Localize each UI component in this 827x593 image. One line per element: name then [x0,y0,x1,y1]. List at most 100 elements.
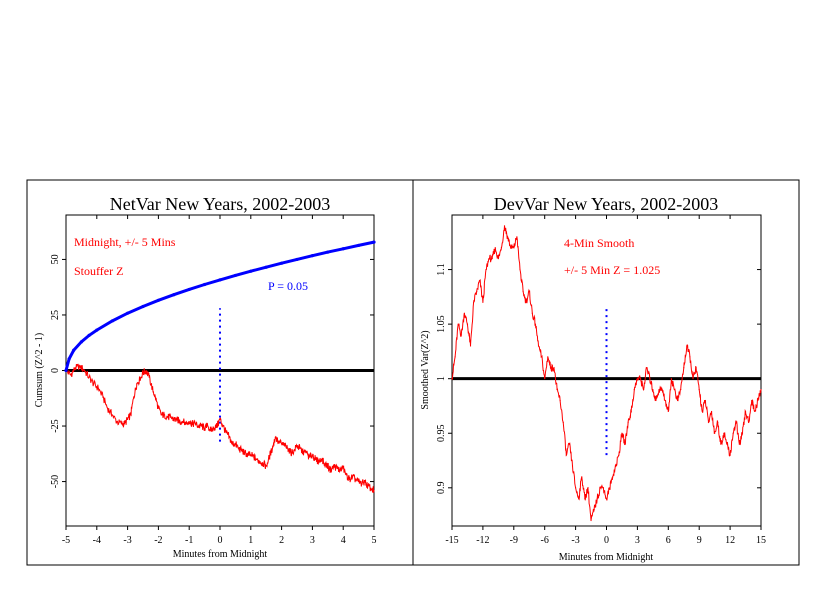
devvar-data-point [726,444,727,445]
netvar-data-point [161,414,162,415]
devvar-data-point [600,487,601,488]
netvar-y-tick-label: -50 [50,475,61,488]
netvar-data-point [259,461,260,462]
netvar-data-point [250,454,251,455]
netvar-data-point [207,425,208,426]
devvar-data-point [578,498,579,499]
devvar-data-point [652,389,653,390]
netvar-data-point [346,474,347,475]
devvar-data-point [507,236,508,237]
devvar-data-point [702,411,703,412]
devvar-data-point [529,291,530,292]
devvar-data-point [470,345,471,346]
netvar-data-point [204,428,205,429]
netvar-envelope-point [95,328,98,331]
devvar-x-tick-label: 9 [697,535,702,546]
devvar-data-point [547,356,548,357]
devvar-data-point [553,367,554,368]
netvar-data-point [182,421,183,422]
devvar-data-point [513,247,514,248]
devvar-data-point [621,433,622,434]
netvar-data-point [315,459,316,460]
devvar-x-tick-label: 15 [756,535,766,546]
netvar-envelope-point [311,254,314,257]
netvar-x-tick-label: -1 [185,535,193,546]
netvar-data-point [358,481,359,482]
devvar-data-point [454,356,455,357]
netvar-data-point [89,377,90,378]
netvar-data-point [281,443,282,444]
netvar-data-point [186,423,187,424]
netvar-data-point [222,425,223,426]
devvar-data-point [476,291,477,292]
netvar-data-point [235,443,236,444]
netvar-data-point [269,457,270,458]
netvar-data-point [370,488,371,489]
devvar-data-point [584,498,585,499]
devvar-data-point [696,367,697,368]
netvar-data-point [139,379,140,380]
netvar-data-point [210,430,211,431]
netvar-y-axis-label: Cumsum (Z^2 - 1) [34,333,45,407]
netvar-envelope-point [280,262,283,265]
devvar-data-point [624,444,625,445]
netvar-data-point [238,448,239,449]
devvar-data-point [643,389,644,390]
netvar-data-point [176,419,177,420]
netvar-data-point [349,479,350,480]
devvar-data-point [615,465,616,466]
netvar-envelope-point [203,283,206,286]
devvar-data-point [754,411,755,412]
devvar-data-point [711,411,712,412]
netvar-y-tick-label: 25 [50,310,61,320]
devvar-data-point [689,356,690,357]
netvar-data-point [219,419,220,420]
netvar-annotation-window: Midnight, +/- 5 Mins [74,235,176,249]
devvar-data-point [699,389,700,390]
netvar-data-point [263,463,264,464]
devvar-x-axis-label: Minutes from Midnight [559,552,654,563]
devvar-data-point [748,422,749,423]
netvar-data-point [98,388,99,389]
netvar-envelope-point [218,278,221,281]
netvar-data-point [287,448,288,449]
devvar-x-tick-label: 12 [725,535,735,546]
devvar-data-point [668,411,669,412]
netvar-data-point [142,372,143,373]
netvar-data-point [303,452,304,453]
netvar-data-point [216,425,217,426]
devvar-x-tick-label: -9 [510,535,518,546]
netvar-data-point [158,408,159,409]
devvar-data-point [665,400,666,401]
netvar-data-point [293,450,294,451]
netvar-data-point [79,365,80,366]
devvar-data-point [714,433,715,434]
netvar-data-point [256,459,257,460]
devvar-data-point [587,487,588,488]
devvar-data-point [488,258,489,259]
devvar-data-point [556,389,557,390]
netvar-data-point [173,419,174,420]
netvar-data-point [93,383,94,384]
netvar-data-point [102,397,103,398]
netvar-data-point [84,370,85,371]
netvar-data-point [167,417,168,418]
devvar-data-point [618,454,619,455]
devvar-data-point [498,258,499,259]
netvar-data-point [352,477,353,478]
netvar-data-point [116,421,117,422]
netvar-x-tick-label: 2 [279,535,284,546]
netvar-data-point [124,423,125,424]
netvar-data-point [213,428,214,429]
devvar-data-point [730,454,731,455]
netvar-data-point [244,452,245,453]
devvar-annotation-smoothing: 4-Min Smooth [564,236,634,250]
netvar-data-point [107,408,108,409]
devvar-data-point [631,411,632,412]
devvar-data-point [736,422,737,423]
netvar-data-point [164,414,165,415]
devvar-data-point [655,400,656,401]
netvar-envelope-point [357,244,360,247]
devvar-data-point [550,367,551,368]
netvar-envelope-point [126,312,129,315]
